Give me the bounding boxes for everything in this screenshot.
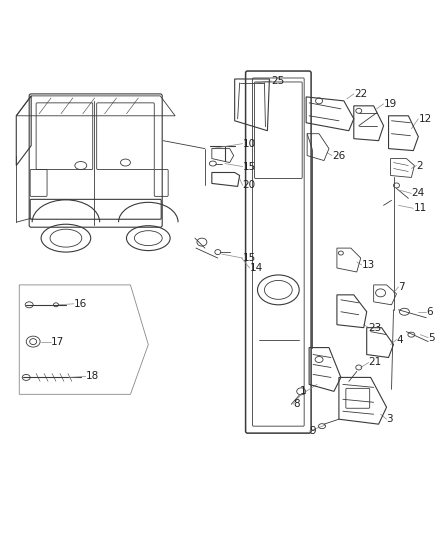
Text: 20: 20 [243,181,256,190]
Text: 23: 23 [369,322,382,333]
Text: 22: 22 [354,89,367,99]
Text: 24: 24 [411,188,424,198]
Text: 9: 9 [309,426,316,436]
Text: 13: 13 [362,260,375,270]
Text: 17: 17 [51,337,64,346]
Text: 18: 18 [86,372,99,382]
Text: 1: 1 [300,386,306,397]
Text: 11: 11 [413,203,427,213]
Text: 3: 3 [387,414,393,424]
Text: 15: 15 [243,161,256,172]
Text: 16: 16 [74,299,87,309]
Text: 12: 12 [418,114,431,124]
Text: 10: 10 [243,139,256,149]
Text: 14: 14 [250,263,263,273]
Text: 21: 21 [369,358,382,367]
Text: 25: 25 [272,76,285,86]
Text: 15: 15 [243,253,256,263]
Text: 6: 6 [426,307,433,317]
Text: 7: 7 [399,282,405,292]
Text: 26: 26 [332,151,345,160]
Text: 19: 19 [384,99,397,109]
Text: 4: 4 [396,335,403,345]
Text: 8: 8 [293,399,300,409]
Text: 5: 5 [428,333,435,343]
Text: 2: 2 [417,160,423,171]
